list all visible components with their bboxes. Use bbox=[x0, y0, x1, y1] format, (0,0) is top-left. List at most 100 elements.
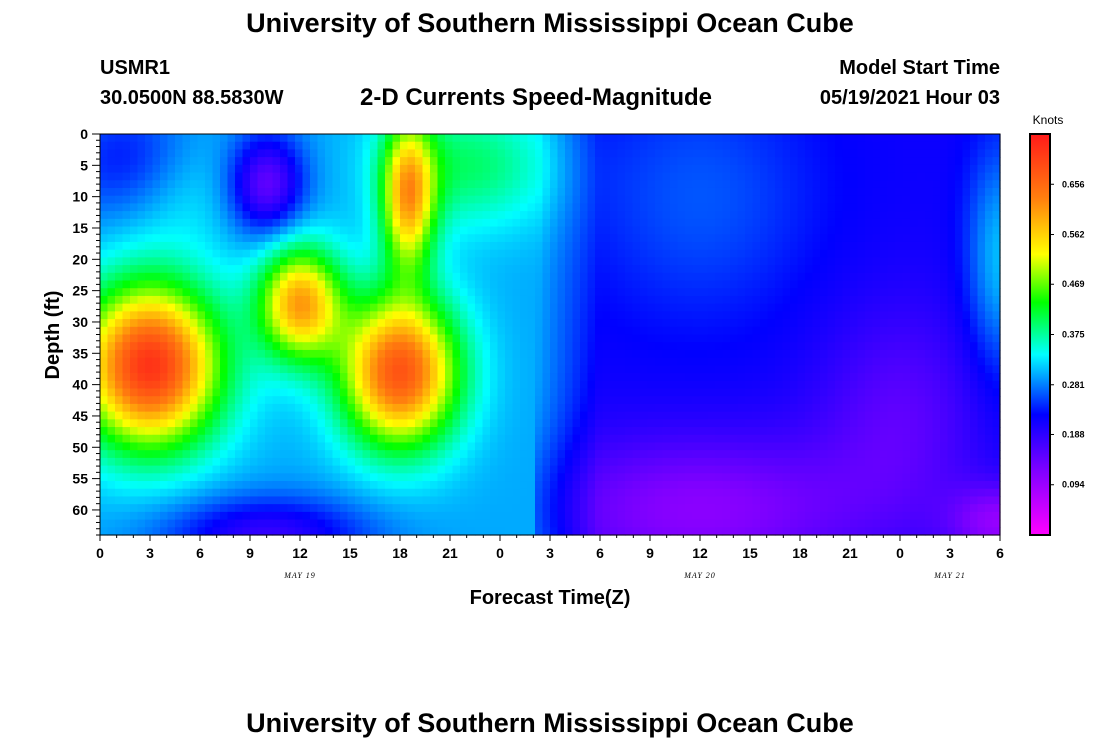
heatmap-cell bbox=[535, 465, 544, 474]
heatmap-cell bbox=[497, 234, 506, 243]
heatmap-cell bbox=[242, 434, 251, 444]
heatmap-cell bbox=[647, 149, 656, 158]
heatmap-cell bbox=[692, 388, 701, 397]
heatmap-cell bbox=[122, 457, 131, 467]
heatmap-cell bbox=[340, 288, 349, 297]
heatmap-cell bbox=[362, 349, 371, 359]
heatmap-cell bbox=[580, 465, 589, 474]
heatmap-cell bbox=[475, 157, 484, 166]
heatmap-cell bbox=[745, 203, 754, 212]
heatmap-cell bbox=[632, 519, 641, 528]
heatmap-cell bbox=[655, 249, 664, 258]
heatmap-cell bbox=[677, 195, 686, 204]
heatmap-cell bbox=[812, 280, 821, 289]
heatmap-cell bbox=[160, 434, 169, 444]
heatmap-cell bbox=[452, 303, 461, 312]
heatmap-cell bbox=[602, 373, 611, 382]
heatmap-cell bbox=[100, 226, 109, 235]
heatmap-cell bbox=[182, 349, 191, 359]
heatmap-cell bbox=[137, 326, 146, 336]
heatmap-cell bbox=[700, 373, 709, 382]
heatmap-cell bbox=[325, 149, 334, 158]
heatmap-cell bbox=[587, 134, 596, 143]
heatmap-cell bbox=[752, 450, 761, 459]
heatmap-cell bbox=[332, 303, 341, 312]
heatmap-cell bbox=[265, 527, 274, 536]
heatmap-cell bbox=[797, 257, 806, 266]
heatmap-cell bbox=[790, 164, 799, 174]
heatmap-cell bbox=[512, 164, 521, 174]
heatmap-cell bbox=[167, 218, 176, 228]
heatmap-cell bbox=[205, 172, 214, 181]
heatmap-cell bbox=[452, 342, 461, 351]
heatmap-cell bbox=[520, 357, 529, 366]
heatmap-cell bbox=[257, 234, 266, 243]
heatmap-cell bbox=[550, 226, 559, 235]
heatmap-cell bbox=[197, 249, 206, 258]
heatmap-cell bbox=[490, 319, 499, 328]
heatmap-cell bbox=[730, 357, 739, 366]
heatmap-cell bbox=[482, 342, 491, 351]
heatmap-cell bbox=[512, 149, 521, 158]
heatmap-cell bbox=[257, 241, 266, 251]
heatmap-cell bbox=[557, 164, 566, 174]
heatmap-cell bbox=[347, 473, 356, 482]
heatmap-cell bbox=[422, 311, 431, 320]
heatmap-cell bbox=[730, 334, 739, 343]
heatmap-cell bbox=[265, 303, 274, 312]
heatmap-cell bbox=[527, 511, 536, 521]
heatmap-cell bbox=[415, 465, 424, 474]
heatmap-cell bbox=[302, 134, 311, 143]
heatmap-cell bbox=[730, 488, 739, 498]
heatmap-cell bbox=[512, 365, 521, 374]
heatmap-cell bbox=[355, 149, 364, 158]
heatmap-cell bbox=[407, 195, 416, 204]
heatmap-cell bbox=[685, 373, 694, 382]
heatmap-cell bbox=[805, 141, 814, 151]
heatmap-cell bbox=[445, 265, 454, 274]
heatmap-cell bbox=[535, 396, 544, 405]
heatmap-cell bbox=[287, 311, 296, 320]
heatmap-cell bbox=[752, 265, 761, 274]
heatmap-cell bbox=[355, 342, 364, 351]
heatmap-cell bbox=[385, 357, 394, 366]
heatmap-cell bbox=[340, 218, 349, 228]
heatmap-cell bbox=[400, 527, 409, 536]
heatmap-cell bbox=[797, 527, 806, 536]
heatmap-cell bbox=[137, 527, 146, 536]
heatmap-cell bbox=[122, 365, 131, 374]
heatmap-cell bbox=[790, 434, 799, 444]
heatmap-cell bbox=[805, 342, 814, 351]
heatmap-cell bbox=[745, 326, 754, 336]
heatmap-cell bbox=[377, 234, 386, 243]
heatmap-cell bbox=[550, 481, 559, 490]
heatmap-cell bbox=[625, 357, 634, 366]
heatmap-cell bbox=[790, 465, 799, 474]
heatmap-cell bbox=[655, 149, 664, 158]
heatmap-cell bbox=[805, 488, 814, 498]
heatmap-cell bbox=[617, 257, 626, 266]
heatmap-cell bbox=[565, 434, 574, 444]
heatmap-cell bbox=[760, 164, 769, 174]
heatmap-cell bbox=[152, 172, 161, 181]
heatmap-cell bbox=[145, 511, 154, 521]
heatmap-cell bbox=[362, 187, 371, 197]
heatmap-cell bbox=[445, 427, 454, 436]
heatmap-cell bbox=[220, 419, 229, 428]
heatmap-cell bbox=[662, 450, 671, 459]
heatmap-cell bbox=[347, 164, 356, 174]
heatmap-cell bbox=[272, 349, 281, 359]
heatmap-cell bbox=[662, 319, 671, 328]
heatmap-cell bbox=[160, 519, 169, 528]
heatmap-cell bbox=[790, 241, 799, 251]
heatmap-cell bbox=[580, 241, 589, 251]
heatmap-cell bbox=[325, 504, 334, 513]
heatmap-cell bbox=[325, 241, 334, 251]
heatmap-cell bbox=[692, 234, 701, 243]
heatmap-cell bbox=[197, 457, 206, 467]
heatmap-cell bbox=[355, 265, 364, 274]
heatmap-cell bbox=[730, 450, 739, 459]
heatmap-cell bbox=[685, 134, 694, 143]
heatmap-cell bbox=[452, 311, 461, 320]
heatmap-cell bbox=[370, 511, 379, 521]
